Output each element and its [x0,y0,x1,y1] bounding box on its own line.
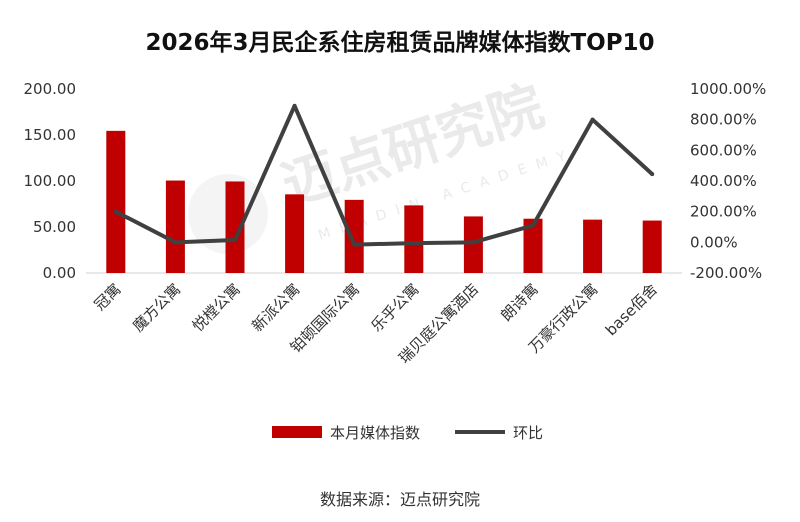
bar [583,219,603,273]
line-point [233,238,237,243]
right-axis: -200.00% 0.00% 200.00% 400.00% 600.00% 800.00… [690,80,766,282]
bar [344,199,364,273]
chart-title: 2026年3月民企系住房租赁品牌媒体指数TOP10 [145,29,654,56]
bar-series [106,130,662,273]
line-point [173,240,178,245]
left-tick-label: 150.00 [24,126,77,144]
bar [106,130,126,273]
left-tick-label: 0.00 [43,264,76,282]
bar [404,205,424,273]
right-tick-label: 600.00% [690,141,757,159]
right-tick-label: 1000.00% [690,80,766,98]
line-series [113,103,655,247]
watermark-main: 迈点研究院 [275,74,551,217]
left-axis: 0.00 50.00 100.00 150.00 200.00 [24,80,77,282]
left-tick-label: 200.00 [24,80,77,98]
category-label: base佰舍 [602,280,661,339]
category-label: 新派公寓 [248,280,303,335]
line-point [531,223,535,228]
line-point [352,242,357,247]
left-tick-label: 100.00 [24,172,77,190]
left-tick-label: 50.00 [33,218,76,236]
line-path [114,103,654,247]
bar [165,180,185,273]
right-tick-label: -200.00% [690,264,762,282]
category-label: 乐乎公寓 [367,280,422,335]
line-point [471,240,476,245]
category-label: 悦樘公寓 [189,280,244,335]
bar [225,181,245,273]
line-point [650,172,655,177]
category-label: 魔方公寓 [129,280,184,335]
bar [285,194,305,273]
legend-line-label: 环比 [513,424,543,442]
line-point [590,117,595,122]
legend-bar-label: 本月媒体指数 [330,424,420,442]
category-label: 冠寓 [91,280,125,314]
line-point [411,241,416,246]
bar [642,220,662,273]
bar [523,218,543,273]
watermark: 迈点研究院 MEADIN ACADEMY [188,74,577,254]
right-tick-label: 0.00% [690,233,738,251]
line-point [113,209,118,214]
line-point [292,103,297,108]
bar [463,216,483,273]
right-tick-label: 800.00% [690,111,757,129]
right-tick-label: 200.00% [690,203,757,221]
legend-bar-swatch [272,426,322,438]
right-tick-label: 400.00% [690,172,757,190]
legend: 本月媒体指数 环比 [272,424,543,442]
data-source: 数据来源：迈点研究院 [320,490,480,509]
category-label: 朗诗寓 [497,280,542,325]
